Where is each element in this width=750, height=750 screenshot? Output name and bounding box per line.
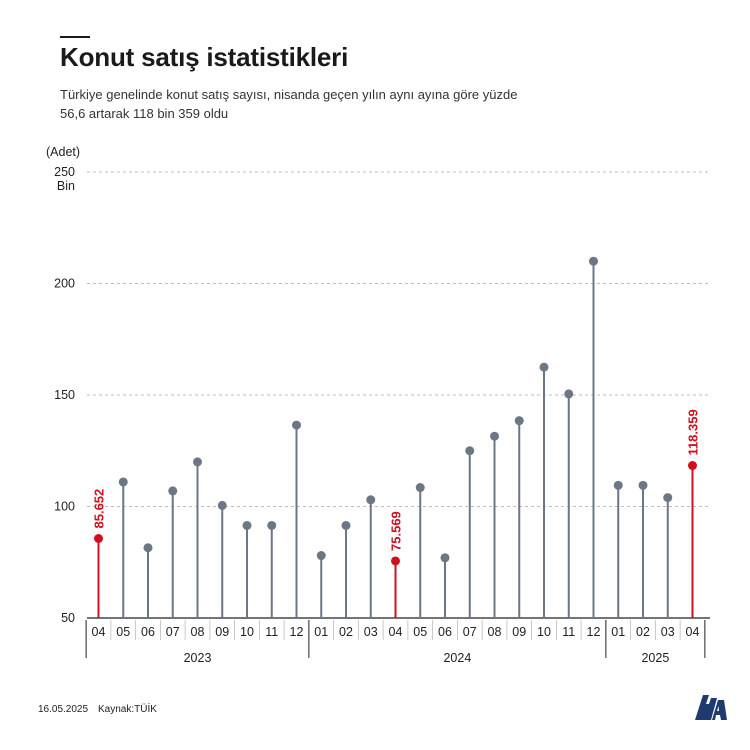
dot-9 [316,551,326,561]
dot-0 [94,533,103,543]
x-tick-label-4: 08 [191,625,205,639]
year-label-2024: 2024 [443,651,471,665]
x-tick-label-18: 10 [537,625,551,639]
dot-15 [465,446,475,456]
x-tick-label-15: 07 [463,625,477,639]
dot-17 [514,416,524,426]
dot-19 [564,389,574,399]
dot-23 [663,493,673,503]
x-tick-label-9: 01 [314,625,328,639]
x-tick-label-6: 10 [240,625,254,639]
data-label-0: 85.652 [92,489,107,529]
dot-20 [589,256,598,266]
x-tick-label-22: 02 [636,625,650,639]
x-tick-label-20: 12 [587,625,601,639]
publish-date: 16.05.2025 [38,704,89,715]
dot-24 [688,461,697,471]
x-tick-label-7: 11 [265,625,278,639]
x-tick-label-24: 04 [686,625,700,639]
dot-18 [539,362,549,372]
y-axis-unit-label: (Adet) [46,145,81,159]
x-tick-label-0: 04 [92,625,106,639]
dot-2 [143,543,153,553]
dot-3 [168,486,178,496]
x-tick-label-13: 05 [413,625,427,639]
title-rule [60,36,90,38]
x-tick-label-10: 02 [339,625,353,639]
dot-14 [440,553,450,563]
x-tick-label-5: 09 [215,625,229,639]
y-tick-label-100: 100 [54,500,75,514]
x-tick-label-1: 05 [116,625,130,639]
y-tick-unit: Bin [57,179,75,193]
y-tick-label-150: 150 [54,388,75,402]
y-tick-label-50: 50 [61,611,75,625]
source-label: Kaynak:TÜİK [98,704,157,715]
y-tick-label-200: 200 [54,277,75,291]
dot-7 [267,520,277,530]
dot-1 [118,477,128,487]
x-tick-label-21: 01 [611,625,625,639]
dot-21 [613,480,623,490]
dot-5 [217,500,227,510]
page-title: Konut satış istatistikleri [60,42,349,72]
dot-8 [292,420,301,430]
dot-10 [341,520,351,530]
x-tick-label-14: 06 [438,625,452,639]
x-tick-label-12: 04 [389,625,403,639]
data-label-12: 75.569 [389,511,404,551]
x-tick-label-23: 03 [661,625,675,639]
x-tick-label-8: 12 [290,625,304,639]
dot-4 [193,457,202,467]
dot-6 [242,520,252,530]
x-tick-label-3: 07 [166,625,180,639]
year-label-2023: 2023 [184,651,212,665]
data-label-24: 118.359 [686,409,701,455]
dot-22 [638,480,648,490]
x-tick-label-17: 09 [512,625,526,639]
aa-logo-icon [695,695,727,720]
page-subtitle: Türkiye genelinde konut satış sayısı, ni… [60,87,518,121]
y-tick-label-250: 250 [54,165,75,179]
dot-13 [415,483,425,493]
x-tick-label-16: 08 [488,625,502,639]
x-tick-label-11: 03 [364,625,378,639]
dot-16 [490,431,499,441]
year-label-2025: 2025 [641,651,669,665]
dot-11 [366,495,376,505]
x-tick-label-19: 11 [562,625,575,639]
dot-12 [391,556,400,566]
x-tick-label-2: 06 [141,625,155,639]
